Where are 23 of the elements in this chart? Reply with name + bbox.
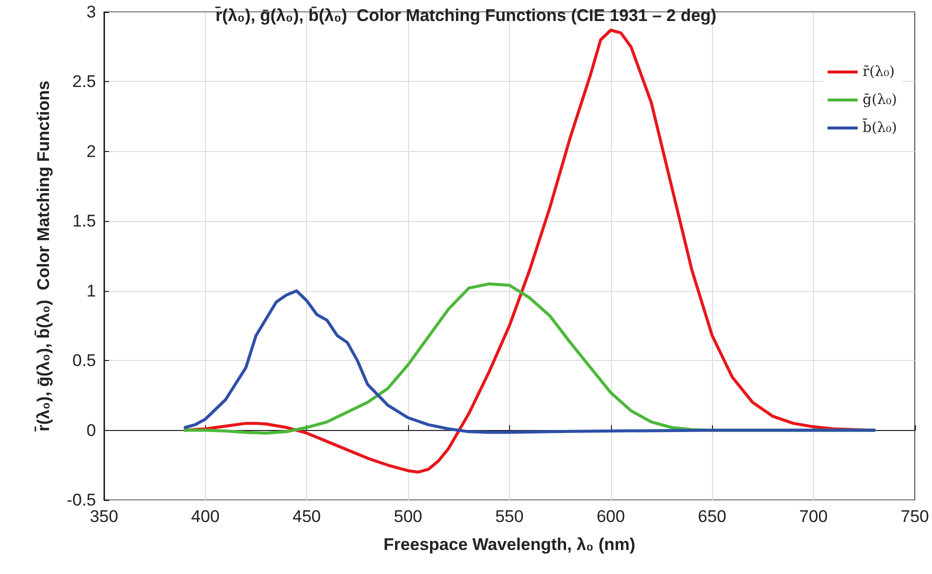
x-axis-title: Freespace Wavelength, λ₀ (nm) — [384, 535, 636, 554]
x-tick-label: 600 — [596, 507, 625, 526]
y-tick-label: 0.5 — [72, 351, 96, 370]
x-tick-label: 550 — [495, 507, 524, 526]
chart-title: r̄(λ₀), ḡ(λ₀), b̄(λ₀) Color Matching Functions (CIE 1931 – 2 deg) — [214, 6, 716, 25]
x-tick-label: 450 — [292, 507, 321, 526]
x-tick-label: 400 — [191, 507, 220, 526]
x-tick-label: 750 — [900, 507, 930, 526]
x-tick-label: 650 — [698, 507, 726, 526]
y-tick-label: 3 — [86, 2, 96, 22]
y-tick-label: -0.5 — [66, 490, 96, 510]
x-tick-label: 500 — [394, 507, 422, 526]
x-tick-label: 700 — [799, 507, 828, 526]
legend-label: b̄(λ₀) — [862, 118, 898, 136]
y-tick-label: 2.5 — [72, 72, 96, 92]
x-tick-label: 350 — [90, 507, 118, 526]
legend-label: r̄(λ₀) — [862, 64, 895, 80]
legend-label: ḡ(λ₀) — [862, 92, 898, 108]
y-tick-label: 1 — [86, 281, 96, 300]
y-axis-title: r̄(λ₀), ḡ(λ₀), b̄(λ₀) Color Matching Functions — [34, 80, 53, 432]
y-tick-label: 0 — [86, 420, 96, 440]
y-tick-label: 2 — [86, 142, 96, 161]
y-tick-label: 1.5 — [72, 212, 96, 231]
